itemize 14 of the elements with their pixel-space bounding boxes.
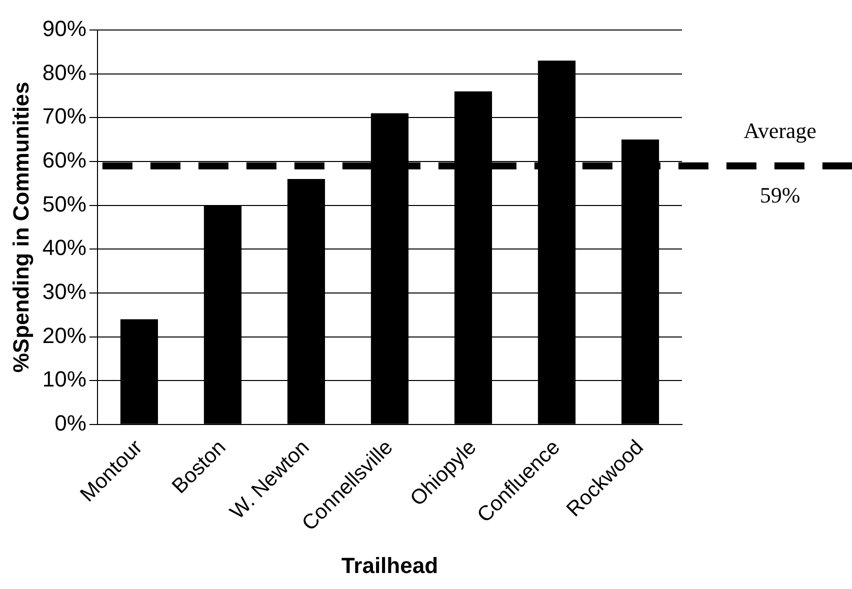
- y-tick-label: 60%: [42, 148, 86, 173]
- y-tick-label: 20%: [42, 322, 86, 348]
- y-tick-label: 40%: [42, 235, 86, 260]
- y-tick-label: 0%: [54, 410, 86, 436]
- y-tick-label: 30%: [42, 279, 86, 304]
- ref-line-label: Average: [744, 118, 816, 143]
- annotation: 59%: [760, 182, 800, 208]
- y-tick-label: 10%: [42, 366, 86, 392]
- y-axis-title: %Spending in Communities: [8, 82, 34, 373]
- y-tick-label: 90%: [42, 16, 86, 42]
- y-tick-label: 70%: [42, 104, 86, 129]
- y-tick-label: 80%: [42, 60, 86, 85]
- y-tick-label: 50%: [42, 191, 86, 216]
- x-axis-title: Trailhead: [341, 552, 438, 578]
